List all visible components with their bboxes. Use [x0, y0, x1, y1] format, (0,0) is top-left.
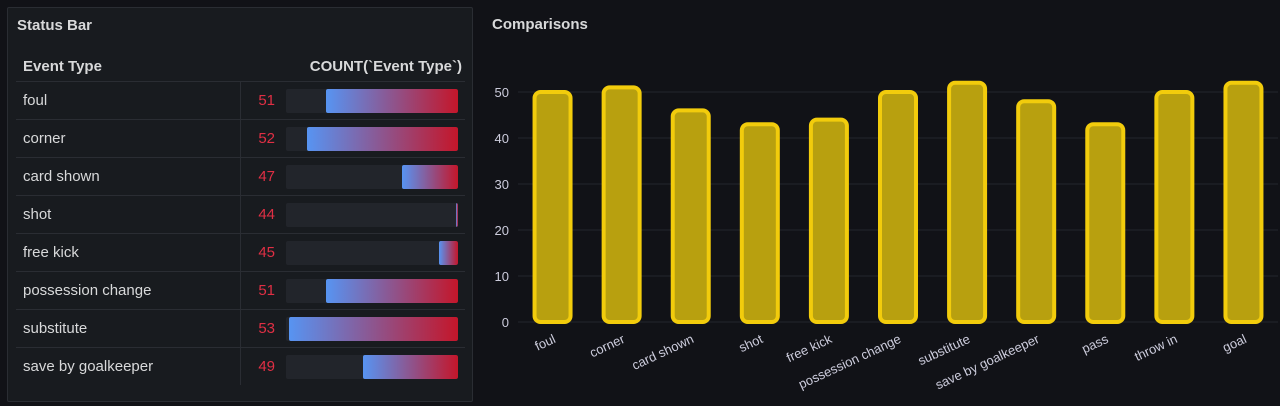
count-value: 52	[258, 130, 275, 147]
bar	[1085, 122, 1126, 324]
count-value: 44	[258, 206, 275, 223]
panel-title[interactable]: Comparisons	[492, 16, 588, 33]
event-type-cell: substitute	[23, 320, 88, 337]
column-divider	[240, 272, 241, 309]
event-type-cell: free kick	[23, 244, 79, 261]
bar	[739, 122, 780, 324]
count-value: 47	[258, 168, 275, 185]
y-tick-label: 0	[502, 315, 509, 330]
column-divider	[240, 234, 241, 271]
count-value: 51	[258, 92, 275, 109]
bar-gauge	[286, 241, 458, 265]
bar-gauge-fill	[326, 279, 458, 303]
table-row: foul 51	[16, 82, 465, 120]
table-row: save by goalkeeper 49	[16, 348, 465, 385]
bar	[532, 90, 573, 324]
x-tick-label: foul	[532, 331, 557, 353]
bar-gauge-fill	[306, 127, 458, 151]
bar-chart: 0 10 20 30 40 50 foul corner card shown shot free …	[495, 80, 1278, 392]
bar-gauge	[286, 317, 458, 341]
column-divider	[240, 120, 241, 157]
x-tick-label: goal	[1220, 331, 1249, 355]
event-type-cell: corner	[23, 130, 66, 147]
table-row: card shown 47	[16, 158, 465, 196]
column-divider	[240, 158, 241, 195]
column-header-event-type[interactable]: Event Type	[23, 58, 102, 75]
x-tick-label: shot	[736, 331, 765, 355]
bar-gauge	[286, 355, 458, 379]
bar-gauge-fill	[456, 203, 458, 227]
column-header-count[interactable]: COUNT(`Event Type`)	[309, 58, 462, 75]
y-tick-label: 30	[495, 177, 509, 192]
bar	[1154, 90, 1195, 324]
bar	[808, 117, 849, 324]
panel-title[interactable]: Status Bar	[17, 17, 93, 34]
x-tick-label: pass	[1079, 331, 1111, 356]
bar-gauge-fill	[326, 89, 458, 113]
column-divider	[240, 310, 241, 347]
bar-gauge-fill	[363, 355, 458, 379]
x-tick-label: corner	[587, 331, 627, 360]
event-type-cell: possession change	[23, 282, 152, 299]
event-type-cell: card shown	[23, 168, 100, 185]
count-value: 51	[258, 282, 275, 299]
y-tick-label: 10	[495, 269, 509, 284]
x-tick-label: card shown	[629, 331, 696, 373]
status-table: Event Type COUNT(`Event Type`) foul 51 cor…	[16, 50, 465, 385]
table-row: possession change 51	[16, 272, 465, 310]
table-row: shot 44	[16, 196, 465, 234]
bar-gauge-fill	[439, 241, 458, 265]
status-bar-panel: Status Bar Event Type COUNT(`Event Type`…	[7, 7, 473, 402]
bar-gauge	[286, 203, 458, 227]
column-divider	[240, 82, 241, 119]
bar-gauge	[286, 165, 458, 189]
bar	[878, 90, 918, 324]
column-divider	[240, 196, 241, 233]
table-header: Event Type COUNT(`Event Type`)	[16, 50, 465, 82]
bar-gauge	[286, 89, 458, 113]
event-type-cell: foul	[23, 92, 48, 109]
y-tick-label: 40	[495, 131, 509, 146]
count-value: 49	[258, 358, 275, 375]
event-type-cell: shot	[23, 206, 52, 223]
table-row: corner 52	[16, 120, 465, 158]
bar	[670, 108, 711, 325]
column-divider	[240, 348, 241, 385]
x-tick-label: throw in	[1132, 331, 1180, 364]
y-tick-label: 50	[495, 85, 509, 100]
event-type-cell: save by goalkeeper	[23, 358, 154, 375]
bar	[1016, 99, 1057, 324]
table-row: substitute 53	[16, 310, 465, 348]
comparisons-panel: 0 10 20 30 40 50 foul corner card shown shot free …	[478, 7, 1280, 406]
bar	[947, 80, 988, 324]
count-value: 45	[258, 244, 275, 261]
bar-gauge-fill	[289, 317, 458, 341]
x-tick-label: free kick	[784, 331, 835, 365]
bar-gauge	[286, 279, 458, 303]
table-row: free kick 45	[16, 234, 465, 272]
count-value: 53	[258, 320, 275, 337]
x-tick-label: substitute	[916, 331, 973, 368]
y-tick-label: 20	[495, 223, 509, 238]
bar-gauge-fill	[402, 165, 458, 189]
bar	[601, 85, 642, 325]
bar-gauge	[286, 127, 458, 151]
bar	[1223, 80, 1264, 324]
